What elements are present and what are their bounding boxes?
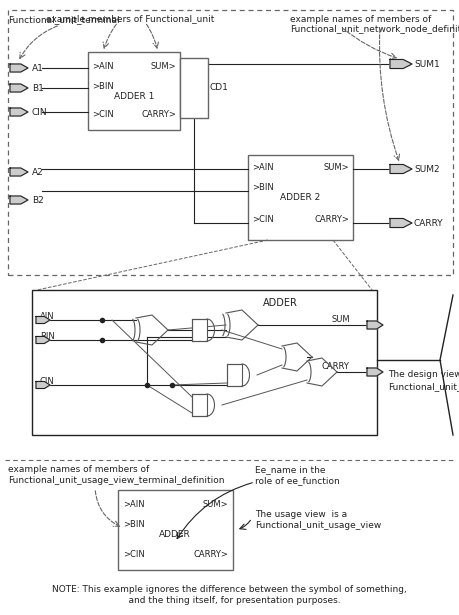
Polygon shape xyxy=(10,84,28,92)
Text: >AIN: >AIN xyxy=(92,62,114,71)
Text: CARRY: CARRY xyxy=(414,219,444,228)
Text: CD1: CD1 xyxy=(210,84,229,92)
Polygon shape xyxy=(367,321,383,329)
Polygon shape xyxy=(390,218,412,228)
Text: and the thing itself, for presentation purposes.: and the thing itself, for presentation p… xyxy=(117,596,341,605)
Text: SUM>: SUM> xyxy=(151,62,176,71)
Text: SUM>: SUM> xyxy=(202,500,228,509)
Polygon shape xyxy=(36,336,50,344)
Text: Functional_unit_terminal: Functional_unit_terminal xyxy=(8,15,120,24)
Text: example names of members of: example names of members of xyxy=(8,465,149,474)
Polygon shape xyxy=(10,196,28,204)
Text: >BIN: >BIN xyxy=(92,82,114,91)
Text: ADDER: ADDER xyxy=(159,530,191,539)
Text: Ee_name in the: Ee_name in the xyxy=(255,465,325,474)
Text: >BIN: >BIN xyxy=(252,183,274,192)
Bar xyxy=(180,58,208,118)
Text: CIN: CIN xyxy=(40,377,55,386)
Text: >BIN: >BIN xyxy=(123,520,145,529)
Text: CARRY: CARRY xyxy=(322,362,350,371)
Polygon shape xyxy=(36,381,50,389)
Bar xyxy=(248,155,353,240)
Text: Functional_unit_usage_view_terminal_definition: Functional_unit_usage_view_terminal_defi… xyxy=(8,476,224,485)
Text: A1: A1 xyxy=(32,64,44,73)
Text: >CIN: >CIN xyxy=(123,550,145,559)
Text: The usage view  is a: The usage view is a xyxy=(255,510,347,519)
Polygon shape xyxy=(390,164,412,173)
Text: example members of Functional_unit: example members of Functional_unit xyxy=(46,15,214,24)
Text: role of ee_function: role of ee_function xyxy=(255,476,340,485)
Text: ADDER 1: ADDER 1 xyxy=(114,92,154,101)
Text: ADDER 2: ADDER 2 xyxy=(280,193,320,202)
Text: BIN: BIN xyxy=(40,332,55,341)
Text: B1: B1 xyxy=(32,84,44,93)
Text: CARRY>: CARRY> xyxy=(141,110,176,119)
Text: The design view  is a: The design view is a xyxy=(388,370,459,379)
Bar xyxy=(227,364,242,386)
Text: SUM: SUM xyxy=(332,315,351,324)
Text: Functional_unit_usage_view: Functional_unit_usage_view xyxy=(255,521,381,530)
Text: CARRY>: CARRY> xyxy=(193,550,228,559)
Text: SUM>: SUM> xyxy=(324,163,349,172)
Polygon shape xyxy=(10,168,28,176)
Text: CIN: CIN xyxy=(32,108,48,117)
Polygon shape xyxy=(10,108,28,116)
Polygon shape xyxy=(10,64,28,72)
Text: A2: A2 xyxy=(32,168,44,177)
Bar xyxy=(32,290,377,435)
Text: B2: B2 xyxy=(32,196,44,205)
Text: NOTE: This example ignores the difference between the symbol of something,: NOTE: This example ignores the differenc… xyxy=(51,585,406,594)
Bar xyxy=(88,52,180,130)
Polygon shape xyxy=(36,317,50,323)
Text: example names of members of: example names of members of xyxy=(290,15,431,24)
Text: CARRY>: CARRY> xyxy=(314,215,349,224)
Text: >CIN: >CIN xyxy=(252,215,274,224)
Text: Functional_unit_network_definition: Functional_unit_network_definition xyxy=(388,382,459,391)
Text: >CIN: >CIN xyxy=(92,110,114,119)
Text: >AIN: >AIN xyxy=(123,500,145,509)
Text: ADDER: ADDER xyxy=(263,298,298,308)
Bar xyxy=(192,394,207,416)
Bar xyxy=(118,490,233,570)
Text: Functional_unit_network_node_definition: Functional_unit_network_node_definition xyxy=(290,24,459,33)
Bar xyxy=(192,319,207,341)
Polygon shape xyxy=(390,60,412,68)
Bar xyxy=(8,10,453,275)
Text: AIN: AIN xyxy=(40,312,55,321)
Text: SUM1: SUM1 xyxy=(414,60,440,69)
Text: >AIN: >AIN xyxy=(252,163,274,172)
Text: SUM2: SUM2 xyxy=(414,165,440,174)
Polygon shape xyxy=(367,368,383,376)
